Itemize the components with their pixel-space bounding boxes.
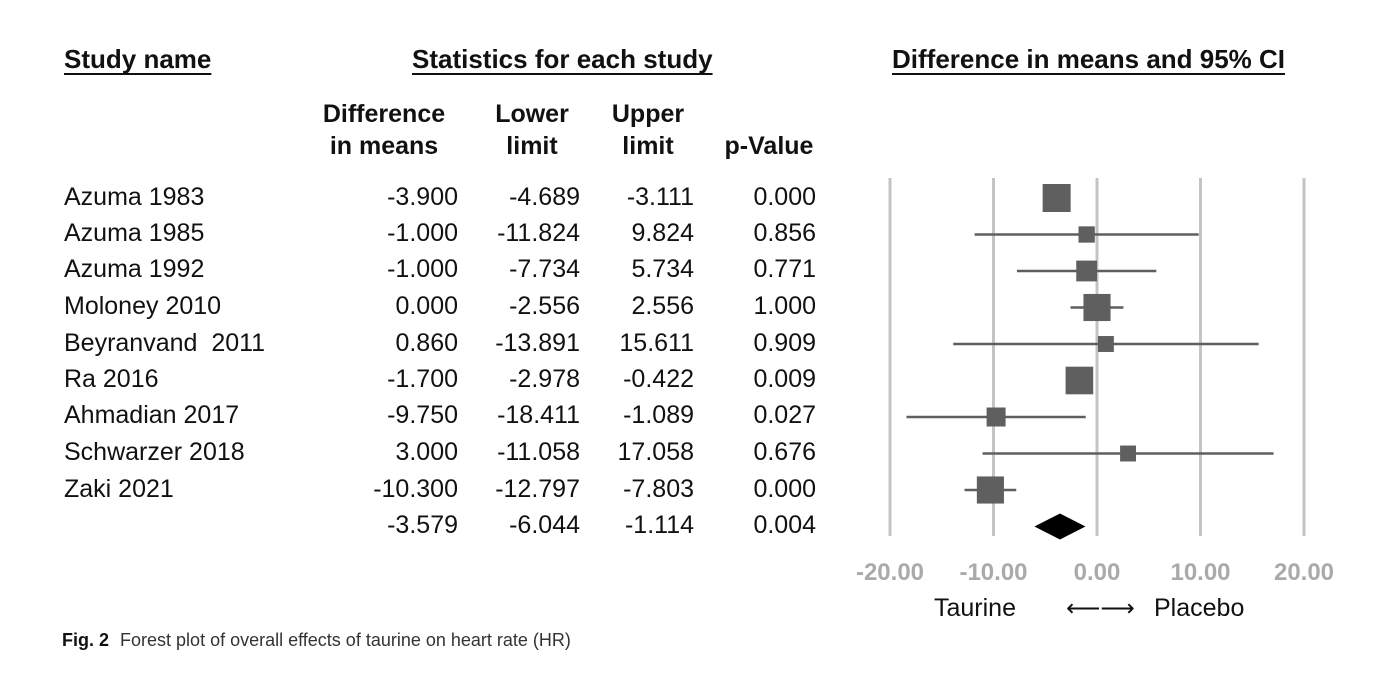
upper-limit-cell: -1.089 xyxy=(623,401,694,429)
difference-cell: 0.860 xyxy=(395,329,458,357)
study-marker xyxy=(1076,260,1098,282)
difference-cell: 3.000 xyxy=(395,438,458,466)
study-marker xyxy=(1120,445,1137,462)
lower-limit-cell: -2.556 xyxy=(509,292,580,320)
study-marker xyxy=(976,476,1004,504)
study-markers xyxy=(976,184,1137,504)
col-header-difference-line1: Difference xyxy=(322,100,446,128)
table-row: Ahmadian 2017 -9.750 -18.411 -1.089 0.02… xyxy=(0,397,840,433)
lower-limit-cell: -7.734 xyxy=(509,255,580,283)
tick-labels: -20.00 -10.00 0.00 10.00 20.00 xyxy=(856,559,1334,586)
study-name-cell: Ahmadian 2017 xyxy=(64,401,240,429)
difference-cell: -1.700 xyxy=(387,365,458,393)
table-row: Azuma 1992 -1.000 -7.734 5.734 0.771 xyxy=(0,251,840,287)
difference-cell: -10.300 xyxy=(373,475,458,503)
table-row: Beyranvand 2011 0.860 -13.891 15.611 0.9… xyxy=(0,325,840,361)
x-tick-label: -10.00 xyxy=(959,559,1027,586)
lower-limit-cell: -11.824 xyxy=(497,219,580,247)
p-value-cell: 0.004 xyxy=(753,511,816,539)
difference-cell: -1.000 xyxy=(387,219,458,247)
table-row: Ra 2016 -1.700 -2.978 -0.422 0.009 xyxy=(0,361,840,397)
study-marker xyxy=(1097,336,1114,352)
difference-cell: -1.000 xyxy=(387,255,458,283)
col-header-upper: Upper limit xyxy=(600,98,696,162)
summary-diamond-group xyxy=(1034,513,1086,540)
col-header-difference-line2: in means xyxy=(329,132,439,160)
caption-text: Forest plot of overall effects of taurin… xyxy=(120,630,571,650)
study-name-cell: Schwarzer 2018 xyxy=(64,438,245,466)
col-header-upper-line2: limit xyxy=(622,132,674,160)
p-value-cell: 1.000 xyxy=(753,292,816,320)
upper-limit-cell: 5.734 xyxy=(631,255,694,283)
p-value-cell: 0.856 xyxy=(753,219,816,247)
direction-right-label: Placebo xyxy=(1154,594,1245,622)
upper-limit-cell: -7.803 xyxy=(623,475,694,503)
p-value-cell: 0.027 xyxy=(753,401,816,429)
summary-diamond xyxy=(1034,513,1086,540)
study-name-cell: Zaki 2021 xyxy=(64,475,174,503)
gridlines xyxy=(888,178,1306,536)
forest-plot: -20.00 -10.00 0.00 10.00 20.00 xyxy=(856,178,1334,586)
upper-limit-cell: 9.824 xyxy=(631,219,694,247)
upper-limit-cell: -3.111 xyxy=(626,183,694,211)
p-value-cell: 0.000 xyxy=(753,183,816,211)
difference-cell: 0.000 xyxy=(395,292,458,320)
col-header-lower-line2: limit xyxy=(506,132,558,160)
figure-caption: Fig. 2 Forest plot of overall effects of… xyxy=(62,630,571,651)
x-tick-label: 10.00 xyxy=(1170,559,1230,586)
upper-limit-cell: -0.422 xyxy=(623,365,694,393)
x-tick-label: -20.00 xyxy=(856,559,924,586)
upper-limit-cell: 2.556 xyxy=(631,292,694,320)
p-value-cell: 0.000 xyxy=(753,475,816,503)
p-value-cell: 0.909 xyxy=(753,329,816,357)
lower-limit-cell: -11.058 xyxy=(497,438,580,466)
study-name-cell: Ra 2016 xyxy=(64,365,159,393)
statistics-header: Statistics for each study xyxy=(412,44,713,74)
table-row: Moloney 2010 0.000 -2.556 2.556 1.000 xyxy=(0,288,840,324)
study-name-header: Study name xyxy=(64,44,212,74)
x-tick-label: 0.00 xyxy=(1074,559,1121,586)
p-value-cell: 0.009 xyxy=(753,365,816,393)
study-name-cell: Azuma 1985 xyxy=(64,219,205,247)
study-marker xyxy=(986,407,1006,427)
plot-header: Difference in means and 95% CI xyxy=(892,44,1286,74)
upper-limit-cell: 17.058 xyxy=(617,438,694,466)
table-row: Azuma 1985 -1.000 -11.824 9.824 0.856 xyxy=(0,215,840,251)
x-tick-label: 20.00 xyxy=(1274,559,1334,586)
p-value-cell: 0.676 xyxy=(753,438,816,466)
lower-limit-cell: -6.044 xyxy=(509,511,580,539)
col-header-difference: Difference in means xyxy=(314,98,454,162)
col-header-upper-line1: Upper xyxy=(611,100,685,128)
figure-label: Fig. 2 xyxy=(62,630,110,650)
lower-limit-cell: -18.411 xyxy=(497,401,580,429)
study-marker xyxy=(1078,226,1095,243)
summary-row: -3.579 -6.044 -1.114 0.004 xyxy=(0,507,840,543)
upper-limit-cell: -1.114 xyxy=(624,511,694,539)
study-name-cell: Azuma 1992 xyxy=(64,255,205,283)
direction-arrow-icon: ⟵⟶ xyxy=(1066,595,1135,622)
table-row: Azuma 1983 -3.900 -4.689 -3.111 0.000 xyxy=(0,179,840,215)
study-marker xyxy=(1083,293,1111,322)
col-header-lower-line1: Lower xyxy=(495,100,569,128)
difference-cell: -9.750 xyxy=(387,401,458,429)
lower-limit-cell: -12.797 xyxy=(495,475,580,503)
col-header-lower: Lower limit xyxy=(484,98,580,162)
study-name-cell: Azuma 1983 xyxy=(64,183,205,211)
table-row: Schwarzer 2018 3.000 -11.058 17.058 0.67… xyxy=(0,434,840,470)
difference-cell: -3.579 xyxy=(387,511,458,539)
upper-limit-cell: 15.611 xyxy=(619,329,694,357)
study-name-cell: Moloney 2010 xyxy=(64,292,222,320)
table-row: Zaki 2021 -10.300 -12.797 -7.803 0.000 xyxy=(0,471,840,507)
difference-cell: -3.900 xyxy=(387,183,458,211)
study-marker xyxy=(1065,366,1094,395)
study-marker xyxy=(1042,184,1071,212)
lower-limit-cell: -4.689 xyxy=(509,183,580,211)
col-header-pvalue: p-Value xyxy=(724,132,814,160)
lower-limit-cell: -13.891 xyxy=(495,329,580,357)
study-name-cell: Beyranvand 2011 xyxy=(64,329,266,357)
p-value-cell: 0.771 xyxy=(753,255,816,283)
direction-left-label: Taurine xyxy=(934,594,1016,622)
lower-limit-cell: -2.978 xyxy=(509,365,580,393)
